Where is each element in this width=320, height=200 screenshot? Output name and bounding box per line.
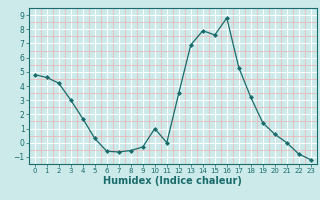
X-axis label: Humidex (Indice chaleur): Humidex (Indice chaleur) (103, 176, 242, 186)
